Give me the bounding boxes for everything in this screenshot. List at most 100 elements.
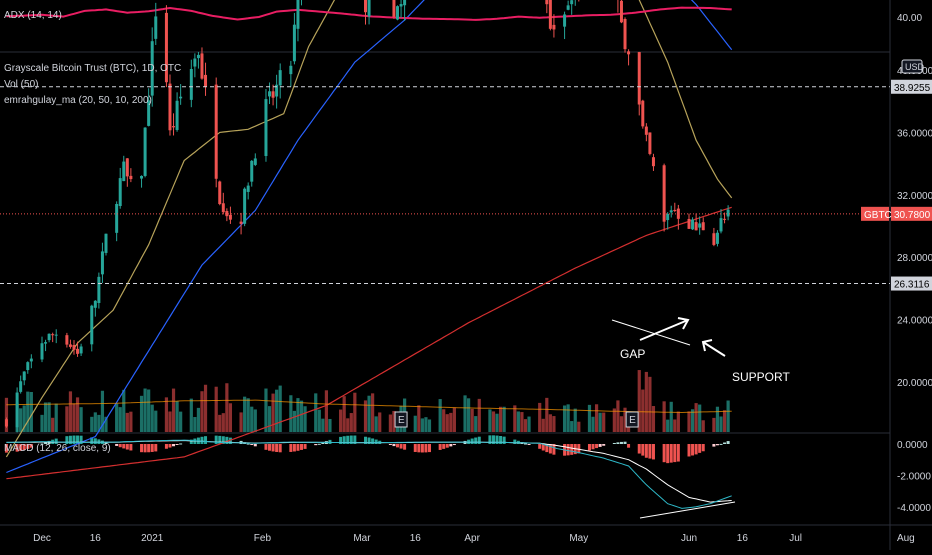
volume-bar xyxy=(22,405,26,432)
candle xyxy=(275,84,279,97)
macd-hist-bar xyxy=(321,442,325,444)
volume-bar xyxy=(651,406,656,432)
macd-hist-bar xyxy=(278,444,282,453)
price-tick-label: 20.0000 xyxy=(897,378,932,389)
x-tick-label: Aug xyxy=(897,533,915,544)
volume-bar xyxy=(171,388,176,432)
macd-hist-bar xyxy=(538,444,542,449)
macd-hist-bar xyxy=(403,444,407,450)
volume-bar xyxy=(548,414,552,432)
macd-hist-bar xyxy=(449,444,453,447)
macd-hist-bar xyxy=(644,444,648,458)
macd-hist-bar xyxy=(488,435,492,444)
volume-bar xyxy=(491,411,496,432)
volume-bar xyxy=(619,416,624,432)
volume-bar xyxy=(150,404,154,432)
macd-hist-bar xyxy=(420,444,424,453)
volume-bar xyxy=(495,413,499,432)
volume-bar xyxy=(467,398,471,432)
volume-bar xyxy=(516,411,520,432)
macd-hist-bar xyxy=(264,444,268,450)
volume-bar xyxy=(388,414,392,432)
candle xyxy=(239,221,243,224)
macd-hist-bar xyxy=(150,444,154,452)
volume-bar xyxy=(420,418,424,432)
volume-bar xyxy=(513,405,517,432)
volume-bar xyxy=(374,416,378,432)
macd-hist-bar xyxy=(641,444,645,456)
candle xyxy=(54,334,58,336)
macd-hist-bar xyxy=(346,435,350,444)
volume-bar xyxy=(616,400,620,432)
macd-hist-bar xyxy=(651,444,655,460)
gap-arrow xyxy=(639,317,690,341)
x-tick-label: 16 xyxy=(737,533,749,544)
volume-bar xyxy=(317,409,321,432)
candle xyxy=(179,96,183,99)
macd-hist-bar xyxy=(189,439,193,444)
candle xyxy=(250,160,254,182)
x-tick-label: Jul xyxy=(789,533,802,544)
gap-trendline xyxy=(611,319,691,346)
chart-title[interactable]: Grayscale Bitcoin Trust (BTC), 1D, OTC xyxy=(4,63,182,74)
macd-hist-bar xyxy=(726,441,730,444)
volume-bar xyxy=(502,406,506,432)
volume-bar xyxy=(722,410,727,432)
price-tick-label: 32.0000 xyxy=(897,191,932,202)
candle xyxy=(698,223,702,228)
candle xyxy=(150,41,154,96)
macd-hist-bar xyxy=(22,444,26,450)
volume-bar xyxy=(570,421,574,432)
volume-bar xyxy=(371,393,375,432)
volume-bar xyxy=(623,407,627,432)
volume-bar xyxy=(715,406,720,432)
gap-label: GAP xyxy=(620,347,645,361)
candle xyxy=(44,342,48,344)
volume-bar xyxy=(520,412,524,432)
volume-bar xyxy=(698,404,702,432)
macd-label[interactable]: MACD (12, 26, close, 9) xyxy=(4,443,111,454)
candle xyxy=(115,203,119,233)
x-tick-label: 16 xyxy=(90,533,102,544)
candle xyxy=(552,24,556,30)
macd-divergence-trendline xyxy=(639,501,736,519)
macd-hist-bar xyxy=(616,442,620,444)
macd-hist-bar xyxy=(154,444,158,452)
ma-label[interactable]: emrahgulay_ma (20, 50, 10, 200) xyxy=(4,95,152,106)
volume-bar xyxy=(591,416,595,432)
volume-bar xyxy=(72,403,76,432)
macd-hist-bar xyxy=(595,444,599,449)
candle xyxy=(228,214,232,220)
x-tick-label: May xyxy=(569,533,588,544)
earnings-marker-label: E xyxy=(398,415,405,426)
volume-bar xyxy=(321,418,325,432)
volume-label[interactable]: Vol (50) xyxy=(4,79,39,90)
volume-bar xyxy=(328,418,332,432)
x-tick-label: 2021 xyxy=(141,533,164,544)
candle xyxy=(271,91,275,98)
macd-hist-bar xyxy=(570,444,574,455)
macd-hist-bar xyxy=(292,444,296,452)
candle xyxy=(278,70,282,86)
candle xyxy=(97,276,101,304)
macd-hist-bar xyxy=(527,444,531,445)
volume-bar xyxy=(449,412,453,432)
candle xyxy=(545,0,549,5)
macd-hist-bar xyxy=(253,444,257,447)
candle xyxy=(268,91,272,97)
macd-hist-bar xyxy=(225,436,229,444)
volume-bar xyxy=(367,395,371,432)
volume-bar xyxy=(452,407,456,432)
candle xyxy=(403,0,407,6)
macd-hist-bar xyxy=(687,444,691,457)
macd-hist-bar xyxy=(115,444,119,446)
candle xyxy=(623,18,627,50)
candle xyxy=(143,127,147,176)
macd-hist-bar xyxy=(317,443,321,445)
price-tick-label: 24.0000 xyxy=(897,316,932,327)
candle xyxy=(712,233,716,245)
x-tick-label: 16 xyxy=(410,533,422,544)
